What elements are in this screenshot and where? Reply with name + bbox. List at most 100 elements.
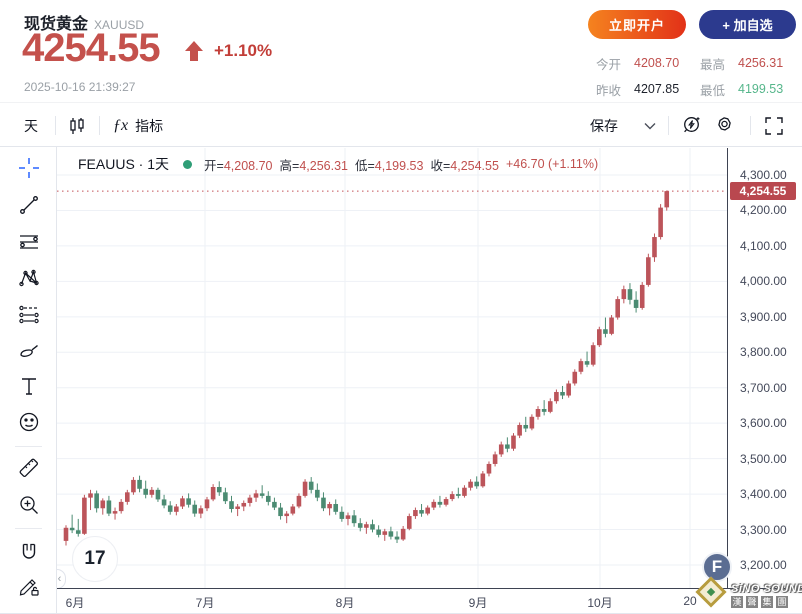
legend-pair: 收=4,254.55	[430, 158, 499, 173]
zoom-in-icon	[20, 496, 38, 514]
settings-button[interactable]	[714, 104, 735, 147]
sino-char: 漢	[731, 596, 743, 608]
stat-label: 最低	[700, 83, 726, 98]
legend-pair: 开=4,208.70	[204, 158, 273, 173]
xabcd-pattern-icon	[19, 269, 39, 287]
quote-timestamp: 2025-10-16 21:39:27	[24, 80, 136, 94]
text-tool[interactable]	[18, 375, 40, 397]
chevron-down-icon	[644, 122, 656, 129]
time-tick-label: 6月	[65, 596, 85, 610]
price-tick-label: 3,600.00	[740, 416, 787, 431]
toolbar-separator	[668, 116, 669, 135]
legend-symbol: FEAUUS · 1天	[78, 156, 170, 172]
price-tick-label: 3,200.00	[740, 558, 787, 572]
snapshot-flash-button[interactable]	[681, 104, 702, 147]
price-tick-label: 4,100.00	[740, 238, 787, 253]
crosshair-icon	[19, 158, 39, 178]
xabcd-pattern-tool[interactable]	[18, 267, 40, 289]
gear-icon	[718, 117, 731, 131]
time-tick-label: 8月	[335, 596, 355, 610]
add-watchlist-button[interactable]: + 加自选	[699, 10, 796, 39]
price-tick-label: 3,500.00	[740, 451, 787, 466]
current-price-badge: 4,254.55	[730, 182, 796, 201]
price-tick-label: 3,400.00	[740, 487, 787, 502]
time-tick-label: 7月	[195, 596, 215, 610]
toolbar-separator	[55, 116, 56, 135]
price-tick-label: 4,000.00	[740, 274, 787, 289]
save-button[interactable]: 保存	[590, 117, 618, 134]
zoom-in-tool[interactable]	[18, 494, 40, 516]
sino-sound-text: SiNO SOUND	[731, 583, 802, 595]
stat-item: 最高 4256.31	[700, 52, 802, 74]
f-logo: F	[702, 552, 732, 582]
fullscreen-button[interactable]	[764, 104, 784, 147]
quote-stats: 今开 4208.70 昨收 4207.85 最高 4256.31 最低 4199.53	[596, 52, 802, 100]
sidebar-separator	[15, 446, 42, 447]
legend-ohlc: 开=4,208.70 高=4,256.31 低=4,199.53 收=4,254.55	[204, 155, 506, 174]
open-account-button[interactable]: 立即开户	[588, 10, 686, 39]
price-axis[interactable]: 4,254.55 4,300.00 4,200.00 4,100.00 4,000.0…	[727, 148, 802, 588]
tradingview-logo[interactable]: 17	[72, 536, 118, 582]
price-tick-label: 3,300.00	[740, 522, 787, 537]
price-tick-label: 3,900.00	[740, 309, 787, 324]
save-dropdown-button[interactable]	[644, 104, 656, 147]
price-tick-label: 3,700.00	[740, 380, 787, 395]
fib-retracement-icon	[20, 235, 38, 249]
chart-plot-area[interactable]: FEAUUS · 1天 开=4,208.70 高=4,256.31 低=4,199.…	[57, 148, 727, 588]
toolbar-separator	[750, 116, 751, 135]
toolbar-separator	[99, 116, 100, 135]
sino-char: 團	[776, 596, 788, 608]
chart-legend: FEAUUS · 1天 开=4,208.70 高=4,256.31 低=4,199.…	[78, 154, 598, 174]
change-percent: +1.10%	[214, 41, 273, 60]
chart-type-button[interactable]	[68, 104, 86, 147]
drawing-tools-sidebar	[0, 147, 57, 613]
stat-value: 4256.31	[738, 56, 784, 70]
fullscreen-icon	[765, 116, 783, 135]
stat-item: 昨收 4207.85	[596, 78, 700, 100]
brush-tool[interactable]	[18, 339, 40, 361]
sino-char: 聲	[746, 596, 758, 608]
brush-icon	[20, 345, 38, 357]
sino-sound-watermark: SiNO SOUND 漢聲集團	[731, 583, 802, 608]
forecast-tool[interactable]	[18, 303, 40, 325]
trend-line-icon	[20, 196, 38, 214]
stat-item: 今开 4208.70	[596, 52, 700, 74]
flash-search-icon	[684, 117, 700, 133]
sino-sound-chinese: 漢聲集團	[731, 596, 802, 608]
status-dot	[183, 159, 193, 169]
stat-label: 最高	[700, 57, 726, 72]
header-divider	[0, 102, 802, 103]
up-arrow-icon	[185, 41, 203, 61]
draw-lock-tool[interactable]	[18, 575, 40, 597]
time-tick-label: 9月	[468, 596, 488, 610]
diamond-core	[706, 587, 716, 597]
text-icon	[22, 378, 36, 395]
legend-change: +46.70 (+1.11%)	[505, 157, 599, 171]
candlestick-chart[interactable]	[57, 148, 727, 588]
stat-value: 4207.85	[634, 82, 680, 96]
interval-button[interactable]: 天	[24, 117, 38, 134]
crosshair-tool[interactable]	[18, 157, 40, 179]
legend-pair: 低=4,199.53	[354, 158, 424, 173]
fib-retracement-tool[interactable]	[18, 231, 40, 253]
trend-line-tool[interactable]	[18, 194, 40, 216]
price-tick-label: 3,800.00	[740, 345, 787, 360]
forecast-icon	[19, 305, 39, 324]
time-axis[interactable]: 6月 7月 8月 9月 10月 20	[57, 588, 802, 613]
chart-toolbar: 天 ƒx 指标 保存	[0, 104, 802, 147]
emoji-tool[interactable]	[18, 411, 40, 433]
symbol-code: XAUUSD	[94, 18, 145, 32]
stat-label: 今开	[596, 57, 622, 72]
candlestick-icon	[70, 117, 84, 134]
indicators-button[interactable]: ƒx 指标	[113, 116, 164, 134]
stat-value: 4199.53	[738, 82, 784, 96]
magnet-tool[interactable]	[18, 541, 40, 563]
axis-collapse-handle[interactable]: ‹	[57, 569, 66, 588]
stat-value: 4208.70	[634, 56, 680, 70]
stat-label: 昨收	[596, 83, 622, 98]
symbol-title: 现货黄金 XAUUSD	[24, 10, 144, 34]
sidebar-separator	[15, 528, 42, 529]
magnet-icon	[22, 543, 36, 559]
ruler-tool[interactable]	[18, 457, 40, 479]
